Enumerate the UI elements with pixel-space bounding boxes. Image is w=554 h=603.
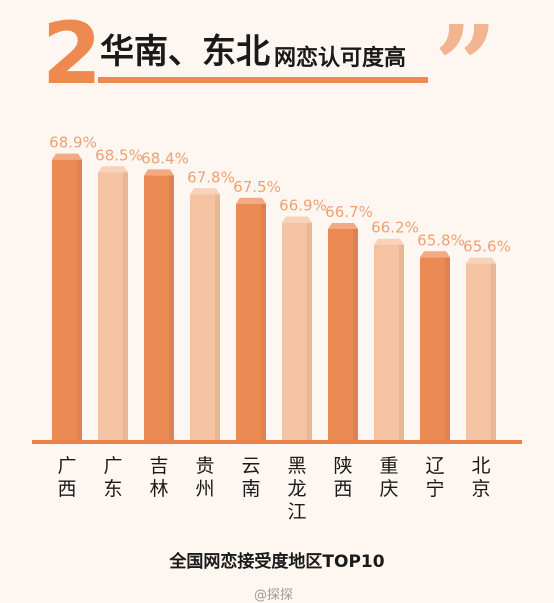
bar-2 — [144, 175, 174, 440]
bar-9 — [466, 263, 496, 440]
bar-shade-9 — [491, 263, 496, 440]
chart-header: 2 华南、东北 网恋认可度高 ” — [0, 0, 554, 126]
value-label-7: 66.2% — [371, 219, 419, 237]
bar-cap-5 — [282, 216, 312, 223]
value-label-3: 67.8% — [187, 168, 235, 186]
value-label-1: 68.5% — [95, 146, 143, 164]
bar-cap-1 — [98, 166, 128, 173]
bar-3 — [190, 194, 220, 440]
value-label-9: 65.6% — [463, 238, 511, 256]
bar-chart: 68.9% 广西 68.5% 广东 68.4% 吉林 67.8% 贵州 67.5% 云南 66.9%… — [32, 134, 522, 523]
category-label-3: 贵州 — [195, 455, 214, 500]
category-label-5: 黑龙江 — [287, 455, 306, 523]
chart-title: 全国网恋接受度地区TOP10 — [169, 552, 385, 572]
header-underline — [98, 77, 428, 83]
section-number: 2 — [42, 4, 102, 104]
bar-1 — [98, 172, 128, 440]
category-label-2: 吉林 — [149, 455, 168, 500]
value-label-4: 67.5% — [233, 178, 281, 196]
bar-shade-6 — [353, 228, 358, 440]
bar-cap-0 — [52, 153, 82, 160]
quote-mark-icon: ” — [434, 1, 498, 130]
bar-shade-5 — [307, 222, 312, 440]
bar-8 — [420, 257, 450, 440]
header-title-main: 华南、东北 — [100, 32, 270, 72]
bar-cap-6 — [328, 222, 358, 229]
value-label-6: 66.7% — [325, 203, 373, 221]
bar-4 — [236, 203, 266, 440]
bar-shade-0 — [77, 159, 82, 440]
bar-6 — [328, 228, 358, 440]
value-label-8: 65.8% — [417, 231, 465, 249]
bar-cap-9 — [466, 257, 496, 264]
value-label-2: 68.4% — [141, 149, 189, 167]
bar-7 — [374, 244, 404, 440]
category-label-9: 北京 — [471, 455, 490, 500]
bar-shade-4 — [261, 203, 266, 440]
category-label-4: 云南 — [241, 455, 260, 500]
bar-cap-4 — [236, 197, 266, 204]
bar-cap-2 — [144, 169, 174, 176]
source-credit: @探探 — [254, 588, 294, 603]
bar-shade-8 — [445, 257, 450, 440]
bar-cap-8 — [420, 251, 450, 258]
bar-5 — [282, 222, 312, 440]
bar-shade-3 — [215, 194, 220, 440]
value-label-5: 66.9% — [279, 197, 327, 215]
header-title-sub: 网恋认可度高 — [274, 46, 407, 71]
bar-shade-1 — [123, 172, 128, 440]
category-label-6: 陕西 — [333, 455, 352, 500]
category-label-0: 广西 — [57, 455, 76, 500]
bar-0 — [52, 159, 82, 440]
bar-cap-7 — [374, 238, 404, 245]
category-label-7: 重庆 — [379, 455, 398, 500]
category-label-8: 辽宁 — [425, 455, 444, 500]
bar-shade-7 — [399, 244, 404, 440]
category-label-1: 广东 — [103, 455, 122, 500]
bar-shade-2 — [169, 175, 174, 440]
value-label-0: 68.9% — [49, 134, 97, 152]
bar-cap-3 — [190, 188, 220, 195]
x-axis-line — [32, 440, 522, 444]
